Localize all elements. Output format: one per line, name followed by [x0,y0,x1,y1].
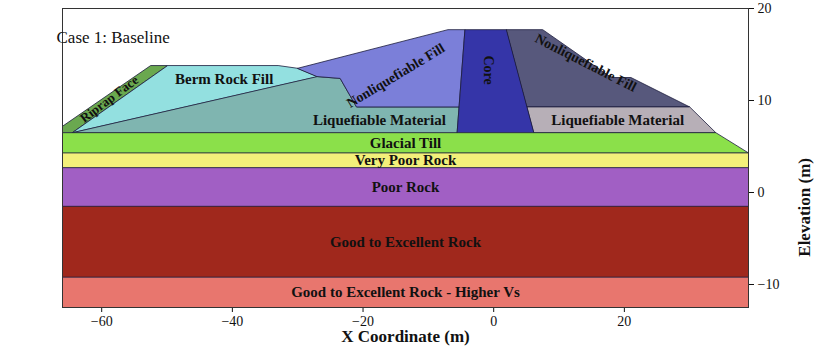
svg-text:Berm Rock Fill: Berm Rock Fill [175,71,273,87]
svg-text:20: 20 [617,314,631,329]
svg-text:−40: −40 [221,314,243,329]
svg-text:Nonliquefiable Fill: Nonliquefiable Fill [344,40,448,110]
svg-text:Elevation (m): Elevation (m) [795,158,814,257]
svg-text:10: 10 [758,93,772,108]
svg-text:Glacial Till: Glacial Till [370,135,442,151]
svg-text:Poor Rock: Poor Rock [372,179,440,195]
svg-text:Case 1: Baseline: Case 1: Baseline [57,28,170,47]
svg-text:X Coordinate (m): X Coordinate (m) [341,327,469,346]
svg-text:Riprap Face: Riprap Face [77,72,141,126]
svg-text:−20: −20 [352,314,374,330]
svg-text:Nonliquefiable Fill: Nonliquefiable Fill [533,31,639,95]
svg-text:Liquefiable Material: Liquefiable Material [313,112,446,128]
svg-text:Core: Core [481,55,496,84]
svg-text:0: 0 [490,314,497,329]
svg-text:Good to Excellent Rock - Highe: Good to Excellent Rock - Higher Vs [291,284,520,300]
svg-text:Liquefiable Material: Liquefiable Material [551,112,684,128]
svg-text:−10: −10 [758,277,780,292]
svg-text:20: 20 [758,1,772,16]
svg-text:−60: −60 [91,314,113,329]
svg-text:Very Poor Rock: Very Poor Rock [355,152,457,168]
svg-text:Good to Excellent Rock: Good to Excellent Rock [330,234,482,250]
svg-text:0: 0 [758,185,765,200]
